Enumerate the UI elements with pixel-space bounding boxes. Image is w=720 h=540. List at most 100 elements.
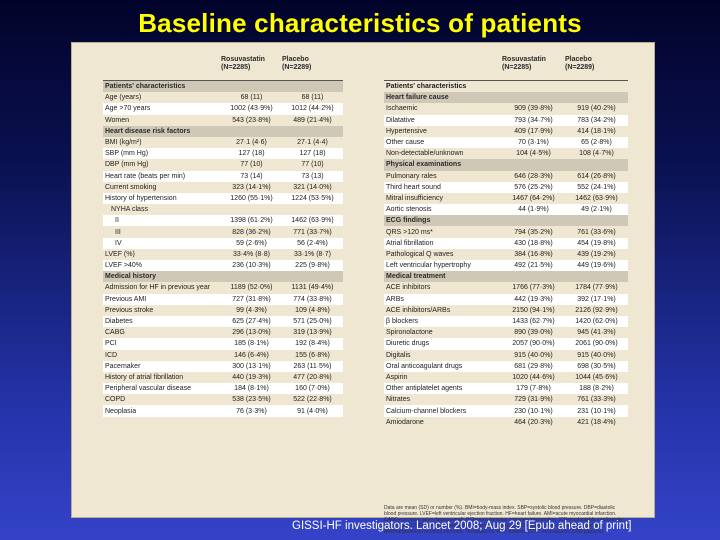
row-label: ARBs — [384, 294, 502, 305]
table-row: Atrial fibrillation 430 (18·8%) 454 (19·8%… — [384, 237, 628, 249]
placebo-value: 33·1% (8·7) — [294, 250, 331, 258]
table-row: Nitrates 729 (31·9%) 761 (33·3%) — [384, 394, 628, 405]
table-row: Other antiplatelet agents 179 (7·8%) 188 (… — [384, 383, 628, 395]
header-spacer — [103, 52, 221, 80]
rosuvastatin-value: 1002 (43·9%) — [230, 105, 273, 113]
row-label: COPD — [103, 394, 221, 405]
placebo-value: 49 (2·1%) — [581, 206, 612, 214]
row-label-text: Heart disease risk factors — [105, 127, 191, 135]
table-row: Age (years) 68 (11) 68 (11) — [103, 92, 343, 103]
rosuvastatin-value: 1467 (64·2%) — [512, 194, 555, 202]
rosuvastatin-value: 464 (20·3%) — [514, 418, 553, 426]
table-row: LVEF (%) 33·4% (8·8) 33·1% (8·7) — [103, 249, 343, 260]
rosuvastatin-value: 77 (10) — [240, 161, 263, 169]
row-label: Age >70 years — [103, 103, 221, 114]
row-label: II — [103, 215, 221, 226]
rosuvastatin-value: 179 (7·8%) — [516, 385, 551, 393]
placebo-value: 56 (2·4%) — [297, 239, 328, 247]
row-label: Pathological Q waves — [384, 249, 502, 260]
row-label: Aspirin — [384, 372, 502, 383]
header-placebo-label: Placebo — [282, 56, 309, 63]
rosuvastatin-value: 727 (31·8%) — [232, 295, 271, 303]
table-row: Women 543 (23·8%) 489 (21·4%) — [103, 115, 343, 126]
table-row: Aortic stenosis 44 (1·9%) 49 (2·1%) — [384, 204, 628, 216]
row-label-text: ARBs — [386, 295, 404, 303]
placebo-value: 77 (10) — [301, 161, 324, 169]
row-label-text: Pathological Q waves — [386, 250, 454, 258]
row-label-text: LVEF (%) — [105, 250, 135, 258]
table-row: ACE inhibitors 1766 (77·3%) 1784 (77·9%) — [384, 282, 628, 293]
row-label-text: β blockers — [386, 318, 419, 326]
header-placebo-n: (N=2289) — [282, 64, 312, 71]
rosuvastatin-value: 442 (19·3%) — [514, 295, 553, 303]
table-row: Third heart sound 576 (25·2%) 552 (24·1%) — [384, 181, 628, 193]
placebo-value: 1784 (77·9%) — [575, 284, 618, 292]
placebo-value: 65 (2·8%) — [581, 139, 612, 147]
table-row: NYHA class — [103, 204, 343, 215]
row-label: PCI — [103, 338, 221, 349]
header-rosuvastatin: Rosuvastatin (N=2285) — [502, 52, 565, 80]
row-label-text: Digitalis — [386, 351, 411, 359]
placebo-value: 321 (14·0%) — [293, 183, 332, 191]
row-label-text: Hypertensive — [386, 127, 427, 135]
row-label-text: Previous AMI — [105, 295, 147, 303]
rosuvastatin-value: 296 (13·0%) — [232, 329, 271, 337]
placebo-value: 91 (4·0%) — [297, 407, 328, 415]
row-label: Medical treatment — [384, 271, 502, 282]
row-label-text: Aortic stenosis — [386, 206, 432, 214]
row-label-text: NYHA class — [111, 206, 148, 214]
table-row: Diuretic drugs 2057 (90·0%) 2061 (90·0%) — [384, 338, 628, 350]
row-label-text: Age (years) — [105, 94, 142, 102]
row-label: History of atrial fibrillation — [103, 372, 221, 383]
row-label: Third heart sound — [384, 182, 502, 193]
row-label: DBP (mm Hg) — [103, 159, 221, 170]
placebo-value: 231 (10·1%) — [577, 407, 616, 415]
header-rosuvastatin-n: (N=2285) — [502, 64, 532, 71]
column-header: Rosuvastatin (N=2285) Placebo (N=2289) — [384, 52, 628, 80]
rosuvastatin-value: 1398 (61·2%) — [230, 217, 273, 225]
placebo-value: 1012 (44·2%) — [291, 105, 334, 113]
rosuvastatin-value: 384 (16·8%) — [514, 250, 553, 258]
header-spacer — [384, 52, 502, 80]
table-row: III 828 (36·2%) 771 (33·7%) — [103, 226, 343, 237]
table-right-column: Rosuvastatin (N=2285) Placebo (N=2289) P… — [384, 52, 628, 428]
table-row: History of hypertension 1260 (55·1%) 1224 … — [103, 192, 343, 205]
placebo-value: 774 (33·8%) — [293, 295, 332, 303]
table-row: Previous AMI 727 (31·8%) 774 (33·8%) — [103, 293, 343, 305]
row-label: History of hypertension — [103, 193, 221, 204]
table-footnote: Data are mean (SD) or number (%). BMI=bo… — [384, 505, 624, 535]
rosuvastatin-value: 538 (23·5%) — [232, 396, 271, 404]
row-label: Patients' characteristics — [103, 81, 221, 92]
placebo-value: 1131 (49·4%) — [291, 284, 334, 292]
rosuvastatin-value: 793 (34·7%) — [514, 116, 553, 124]
rosuvastatin-value: 33·4% (8·8) — [233, 250, 270, 258]
rosuvastatin-value: 27·1 (4·6) — [236, 139, 267, 147]
row-label-text: Medical treatment — [386, 273, 446, 281]
table-row: ICD 146 (6·4%) 155 (6·8%) — [103, 350, 343, 361]
placebo-value: 127 (18) — [299, 150, 326, 158]
row-label: Aortic stenosis — [384, 204, 502, 215]
row-label: LVEF (%) — [103, 249, 221, 260]
rosuvastatin-value: 828 (36·2%) — [232, 228, 271, 236]
placebo-value: 552 (24·1%) — [577, 183, 616, 191]
row-label-text: Ischaemic — [386, 105, 418, 113]
row-label-text: Patients' characteristics — [386, 83, 467, 91]
row-label: β blockers — [384, 316, 502, 327]
placebo-value: 477 (20·8%) — [293, 373, 332, 381]
table-row: Age >70 years 1002 (43·9%) 1012 (44·2%) — [103, 103, 343, 115]
rosuvastatin-value: 104 (4·5%) — [516, 150, 551, 158]
citation: GISSI-HF investigators. Lancet 2008; Aug… — [292, 520, 632, 532]
row-label-text: Nitrates — [386, 396, 411, 404]
placebo-value: 522 (22·8%) — [293, 396, 332, 404]
table-row: SBP (mm Hg) 127 (18) 127 (18) — [103, 148, 343, 160]
table-row: Non-detectable/unknown 104 (4·5%) 108 (4·7… — [384, 148, 628, 159]
table-row: Pathological Q waves 384 (16·8%) 439 (19·2… — [384, 249, 628, 260]
row-label: Non-detectable/unknown — [384, 148, 502, 159]
rosuvastatin-value: 73 (14) — [240, 172, 263, 180]
rosuvastatin-value: 681 (29·8%) — [514, 362, 553, 370]
table-row: Pulmonary rales 646 (28·3%) 614 (26·8%) — [384, 171, 628, 182]
row-label-text: DBP (mm Hg) — [105, 161, 149, 169]
table-row: Peripheral vascular disease 184 (8·1%) 160… — [103, 383, 343, 395]
rosuvastatin-value: 890 (39·0%) — [514, 329, 553, 337]
table-row: Neoplasia 76 (3·3%) 91 (4·0%) — [103, 405, 343, 417]
